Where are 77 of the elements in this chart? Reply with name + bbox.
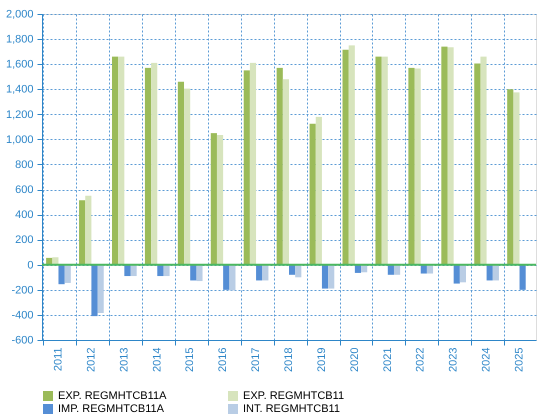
x-tick-label: 2015 — [184, 348, 196, 372]
bar — [216, 134, 224, 265]
x-tick-label: 2014 — [151, 348, 164, 372]
bar — [144, 68, 152, 265]
bar — [328, 264, 334, 289]
bar — [480, 56, 487, 265]
y-tick-label: 800 — [15, 158, 34, 171]
legend-label: EXP. REGMHTCB11 — [243, 390, 344, 402]
bar — [322, 264, 328, 289]
bar — [184, 88, 190, 265]
bar — [316, 116, 322, 265]
x-tick-label: 2022 — [414, 348, 427, 372]
bar — [262, 264, 268, 280]
bar — [375, 56, 382, 265]
x-tick-label: 2011 — [52, 348, 64, 372]
bar — [454, 264, 460, 284]
y-tick-label: 1,200 — [6, 108, 34, 121]
legend-label: EXP. REGMHTCB11A — [58, 390, 168, 402]
bar — [460, 264, 466, 282]
y-tick-label: 600 — [15, 184, 34, 196]
bar — [310, 124, 316, 265]
bar — [256, 264, 262, 280]
bar — [79, 200, 86, 265]
y-tick-label: 1,800 — [6, 34, 34, 46]
x-tick-label: 2024 — [480, 348, 493, 372]
bar — [282, 79, 289, 265]
y-tick-label: 2,000 — [6, 8, 34, 20]
y-tick-label: 400 — [15, 209, 34, 222]
legend-label: IMP. REGMHTCB11A — [58, 403, 165, 415]
bar — [91, 264, 98, 316]
y-tick-label: -600 — [11, 334, 34, 346]
bar — [244, 70, 250, 265]
x-tick-label: 2013 — [118, 348, 130, 372]
x-tick-label: 2016 — [217, 348, 230, 372]
bar — [513, 92, 520, 265]
bar — [250, 62, 256, 265]
bar — [210, 133, 217, 265]
x-tick-label: 2019 — [316, 348, 328, 372]
bar — [229, 264, 236, 290]
bar — [408, 68, 415, 265]
bar — [382, 56, 388, 265]
x-tick-label: 2017 — [250, 348, 262, 372]
x-tick-label: 2023 — [448, 348, 460, 372]
x-tick-label: 2021 — [382, 348, 394, 372]
bar — [486, 264, 493, 280]
y-tick-label: 1,000 — [6, 134, 34, 146]
y-tick-label: 1,600 — [6, 58, 34, 71]
bar — [151, 62, 158, 265]
bar — [520, 264, 526, 290]
x-tick-label: 2012 — [85, 348, 98, 372]
x-tick-label: 2020 — [348, 348, 361, 372]
bar — [441, 46, 448, 265]
y-tick-label: -400 — [11, 309, 34, 322]
bar — [98, 264, 104, 314]
bar — [447, 47, 454, 265]
bar — [118, 56, 124, 265]
bar — [190, 264, 196, 280]
bar — [58, 264, 65, 284]
bar — [223, 264, 230, 290]
bar — [64, 264, 71, 283]
bar — [348, 45, 355, 265]
bar — [342, 50, 349, 265]
y-tick-label: -200 — [11, 284, 34, 296]
x-tick-label: 2025 — [514, 348, 526, 372]
bar — [474, 64, 480, 265]
legend-label: INT. REGMHTCB11 — [243, 403, 340, 415]
bar — [414, 68, 421, 265]
y-tick-label: 200 — [15, 234, 34, 246]
y-tick-label: 1,400 — [6, 84, 34, 96]
y-tick-label: 0 — [27, 259, 34, 272]
bar — [276, 68, 283, 265]
x-tick-label: 2018 — [283, 348, 295, 372]
bar — [507, 89, 514, 265]
bar — [112, 56, 118, 265]
bar — [492, 264, 499, 280]
bar — [178, 82, 184, 265]
bar — [85, 196, 92, 265]
